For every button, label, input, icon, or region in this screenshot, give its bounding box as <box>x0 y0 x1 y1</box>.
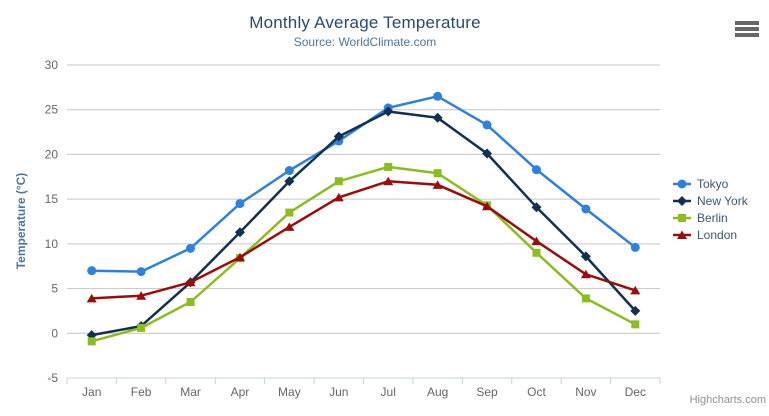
legend: Tokyo New York Berlin London <box>672 175 748 243</box>
y-axis-label: 30 <box>45 58 59 72</box>
data-point[interactable] <box>285 208 294 217</box>
axes: -5 0 5 10 15 20 25 30 Jan Feb Mar Apr May Jun Jul Aug Se… <box>45 58 661 399</box>
data-point[interactable] <box>136 267 146 277</box>
legend-label: New York <box>697 193 748 208</box>
legend-item-london[interactable]: London <box>672 226 748 243</box>
x-axis-label: Jul <box>381 385 396 399</box>
data-point[interactable] <box>383 176 394 186</box>
series-line <box>90 165 637 343</box>
data-point[interactable] <box>631 320 640 329</box>
data-point[interactable] <box>433 91 443 101</box>
legend-label: Berlin <box>697 210 728 225</box>
data-point[interactable] <box>531 165 541 175</box>
y-axis-label: 15 <box>45 192 59 206</box>
x-axis-label: Dec <box>625 385 646 399</box>
data-point[interactable] <box>581 204 591 214</box>
data-point[interactable] <box>482 148 493 159</box>
y-axis-label: -5 <box>47 371 58 385</box>
data-point[interactable] <box>432 180 443 189</box>
data-point[interactable] <box>432 112 443 123</box>
legend-item-tokyo[interactable]: Tokyo <box>672 175 748 192</box>
grid <box>67 64 660 334</box>
y-axis-label: 0 <box>51 326 58 340</box>
data-point[interactable] <box>482 120 492 130</box>
series-tokyo <box>87 91 640 277</box>
y-axis-title: Temperature (°C) <box>14 173 28 270</box>
data-point[interactable] <box>630 305 641 316</box>
data-point[interactable] <box>185 277 196 287</box>
y-axis-label: 10 <box>45 237 59 251</box>
legend-item-new-york[interactable]: New York <box>672 192 748 209</box>
data-point[interactable] <box>333 192 344 202</box>
y-axis-label: 20 <box>45 147 59 161</box>
legend-label: London <box>697 227 738 242</box>
data-point[interactable] <box>531 202 542 213</box>
series-line <box>90 180 637 300</box>
series-london <box>86 176 641 303</box>
square-legend-marker <box>673 213 691 222</box>
data-point[interactable] <box>333 131 344 142</box>
data-point[interactable] <box>384 162 393 171</box>
triangle-legend-marker <box>673 230 691 239</box>
series-line <box>90 95 637 273</box>
data-point[interactable] <box>87 266 97 276</box>
x-axis-label: Aug <box>427 385 448 399</box>
data-point[interactable] <box>630 242 640 252</box>
x-axis-label: Apr <box>231 385 250 399</box>
legend-marker-shape[interactable] <box>677 179 687 188</box>
x-axis-label: May <box>278 385 301 399</box>
data-point[interactable] <box>235 199 245 209</box>
credits-link[interactable]: Highcharts.com <box>689 394 766 406</box>
data-point[interactable] <box>532 248 541 257</box>
data-point[interactable] <box>284 176 295 187</box>
data-point[interactable] <box>334 177 343 186</box>
data-point[interactable] <box>433 169 442 178</box>
y-axis-label: 5 <box>51 282 58 296</box>
data-point[interactable] <box>580 251 591 262</box>
data-point[interactable] <box>531 236 542 246</box>
data-point[interactable] <box>234 252 245 262</box>
diamond-legend-marker <box>673 195 691 206</box>
circle-legend-marker <box>673 179 691 188</box>
data-point[interactable] <box>186 297 195 306</box>
chart-title: Monthly Average Temperature <box>249 13 481 32</box>
legend-label: Tokyo <box>697 176 729 191</box>
data-point[interactable] <box>580 269 591 279</box>
x-axis-label: Mar <box>180 385 201 399</box>
data-point[interactable] <box>630 285 641 295</box>
data-point[interactable] <box>136 291 147 300</box>
x-axis-label: Oct <box>527 385 546 399</box>
legend-marker-shape[interactable] <box>678 213 686 222</box>
data-point[interactable] <box>383 106 394 117</box>
data-point[interactable] <box>87 337 96 346</box>
data-point[interactable] <box>86 293 97 303</box>
hamburger-icon <box>735 21 759 37</box>
export-menu-button[interactable] <box>735 21 759 37</box>
legend-marker-shape[interactable] <box>677 230 687 239</box>
legend-item-berlin[interactable]: Berlin <box>672 209 748 226</box>
x-axis-label: Sep <box>476 385 498 399</box>
chart-subtitle: Source: WorldClimate.com <box>293 35 437 49</box>
series-new-york <box>86 106 641 341</box>
data-point[interactable] <box>284 222 295 231</box>
legend-marker-shape[interactable] <box>677 195 687 206</box>
data-point[interactable] <box>137 323 146 332</box>
x-axis-label: Jun <box>329 385 348 399</box>
data-point[interactable] <box>234 227 245 238</box>
series <box>86 91 641 346</box>
y-axis-label: 25 <box>45 103 59 117</box>
series-line <box>90 110 637 337</box>
data-point[interactable] <box>482 201 493 211</box>
data-point[interactable] <box>581 294 590 303</box>
data-point[interactable] <box>186 243 196 253</box>
x-axis-label: Feb <box>131 385 152 399</box>
data-point[interactable] <box>284 166 294 176</box>
x-axis-label: Jan <box>82 385 101 399</box>
x-axis-label: Nov <box>575 385 596 399</box>
